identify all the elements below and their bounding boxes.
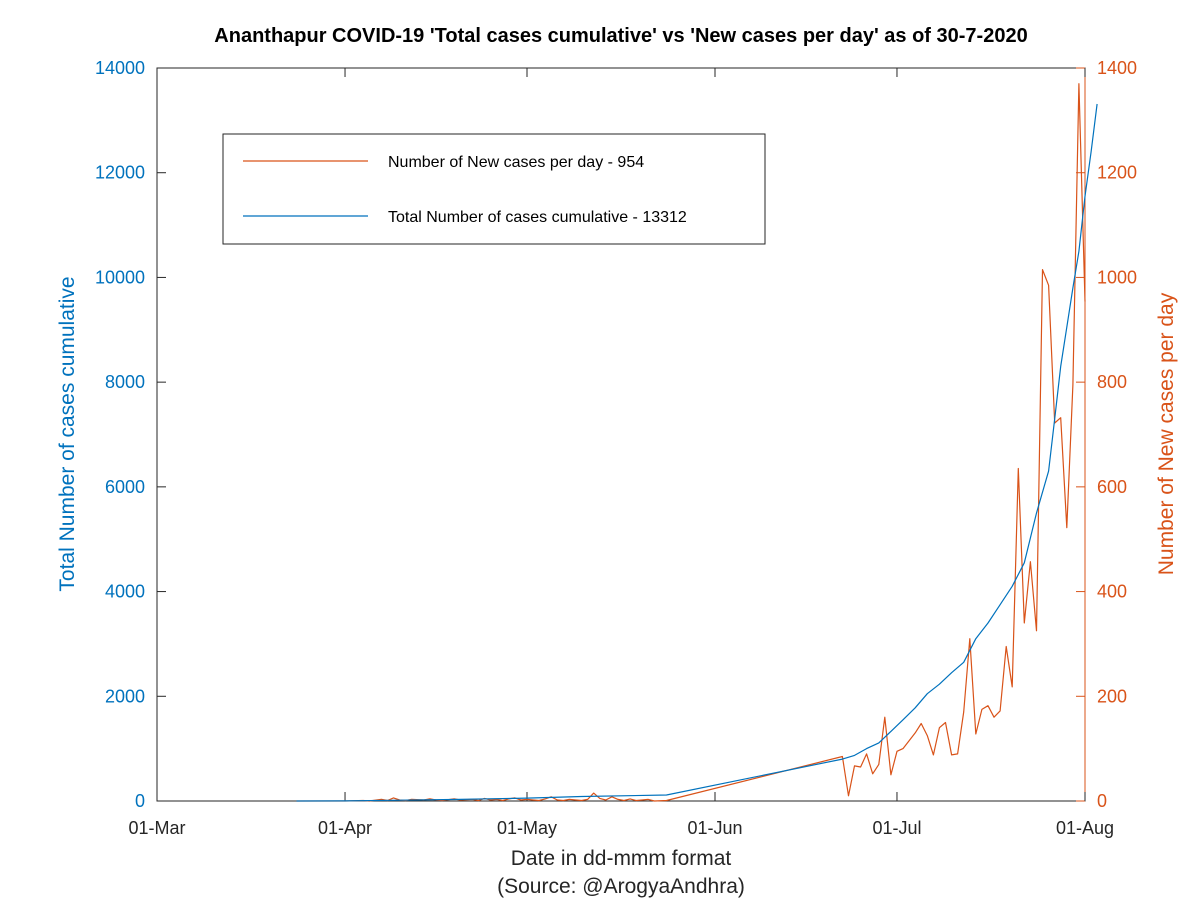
series-layer: [296, 83, 1098, 802]
x-tick-label: 01-Mar: [128, 818, 185, 838]
chart-title: Ananthapur COVID-19 'Total cases cumulat…: [214, 25, 1027, 47]
legend-box: [222, 133, 766, 245]
x-tick-label: 01-Jul: [872, 818, 921, 838]
right-tick-label: 200: [1097, 686, 1127, 706]
y-axis-label-left: Total Number of cases cumulative: [56, 276, 79, 591]
right-tick-label: 400: [1097, 582, 1127, 602]
right-tick-label: 1000: [1097, 267, 1137, 287]
left-axis: 0 2000 4000 6000 8000 10000 12000 14000: [95, 58, 166, 811]
legend-label-new-cases: Number of New cases per day - 954: [388, 154, 644, 171]
x-axis-source: (Source: @ArogyaAndhra): [497, 875, 745, 898]
right-axis: 0 200 400 600 800 1000 1200 1400: [1076, 58, 1137, 811]
x-tick-label: 01-Jun: [687, 818, 742, 838]
right-tick-label: 1400: [1097, 58, 1137, 78]
y-axis-label-right: Number of New cases per day: [1155, 292, 1178, 575]
x-axis-label: Date in dd-mmm format: [511, 847, 732, 870]
right-tick-label: 600: [1097, 477, 1127, 497]
x-tick-label: 01-May: [497, 818, 557, 838]
left-tick-label: 4000: [105, 582, 145, 602]
x-tick-label: 01-Aug: [1056, 818, 1114, 838]
left-tick-label: 10000: [95, 267, 145, 287]
left-tick-label: 6000: [105, 477, 145, 497]
right-tick-label: 1200: [1097, 163, 1137, 183]
left-tick-label: 8000: [105, 372, 145, 392]
x-tick-label: 01-Apr: [318, 818, 372, 838]
x-axis: 01-Mar 01-Apr 01-May 01-Jun 01-Jul 01-Aug: [128, 68, 1114, 838]
left-tick-label: 2000: [105, 686, 145, 706]
left-tick-label: 14000: [95, 58, 145, 78]
series-line-cumulative: [296, 103, 1098, 802]
right-tick-label: 800: [1097, 372, 1127, 392]
legend-label-cumulative: Total Number of cases cumulative - 13312: [388, 209, 687, 226]
right-tick-label: 0: [1097, 791, 1107, 811]
left-tick-label: 0: [135, 791, 145, 811]
left-tick-label: 12000: [95, 163, 145, 183]
legend: Number of New cases per day - 954 Total …: [222, 133, 766, 245]
